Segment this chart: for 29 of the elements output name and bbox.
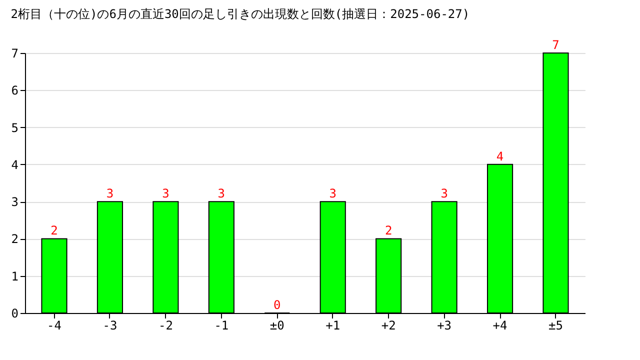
y-tick-label: 0	[11, 306, 18, 320]
x-tick-label: -4	[47, 318, 62, 332]
chart-title: 2桁目（十の位)の6月の直近30回の足し引きの出現数と回数(抽選日：2025-06-27)	[10, 7, 470, 21]
data-label: 2	[50, 224, 58, 238]
x-tick-label: -1	[214, 318, 229, 332]
data-label: 3	[329, 186, 336, 201]
y-tick-label: 5	[11, 120, 18, 135]
x-tick-label: -3	[102, 318, 118, 332]
y-tick-label: 1	[11, 269, 18, 284]
data-label: 4	[496, 149, 504, 164]
data-label: 7	[552, 38, 560, 52]
x-tick-label: +2	[381, 318, 396, 332]
y-tick-label: 4	[11, 158, 18, 172]
data-label: 3	[440, 186, 448, 201]
y-tick-label: 3	[11, 195, 18, 210]
data-label: 0	[274, 298, 281, 312]
data-label: 3	[218, 186, 226, 201]
x-tick-label: ±5	[548, 318, 563, 332]
data-label: 3	[106, 186, 114, 201]
y-tick-label: 6	[11, 84, 18, 98]
x-tick-label: +4	[492, 318, 508, 332]
x-tick-label: ±0	[270, 318, 284, 332]
data-label: 3	[162, 186, 170, 201]
x-tick-label: +1	[326, 318, 340, 332]
x-tick-label: +3	[437, 318, 452, 332]
data-label: 2	[384, 224, 392, 238]
x-tick-label: -2	[158, 318, 173, 332]
y-tick-label: 7	[11, 46, 18, 60]
y-tick-label: 2	[11, 232, 18, 246]
